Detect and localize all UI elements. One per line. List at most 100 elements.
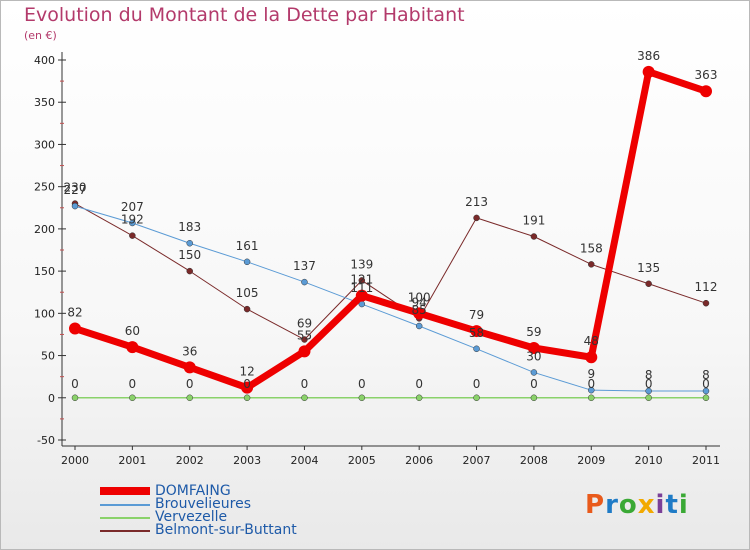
data-label: 0 [301, 377, 309, 391]
x-tick-label: 2002 [176, 454, 204, 467]
data-point [129, 232, 136, 239]
data-label: 112 [695, 280, 718, 294]
logo-letter: x [637, 490, 656, 520]
logo-letter: i [678, 490, 689, 520]
series-line-domfaing [71, 68, 710, 392]
data-label: 0 [587, 377, 595, 391]
data-point [301, 336, 308, 343]
legend-label: Brouvelieures [155, 496, 252, 512]
y-tick-label: 250 [34, 181, 55, 194]
data-label: 12 [239, 365, 254, 379]
data-label: 227 [64, 183, 87, 197]
data-label: 8 [702, 368, 710, 382]
y-tick-label: 350 [34, 96, 55, 109]
x-tick-label: 2007 [463, 454, 491, 467]
data-label: 0 [473, 377, 481, 391]
data-label: 137 [293, 259, 316, 273]
x-tick-label: 2006 [405, 454, 433, 467]
data-label: 363 [695, 68, 718, 82]
data-label: 161 [236, 239, 259, 253]
data-label: 0 [415, 377, 423, 391]
data-label: 183 [178, 220, 201, 234]
data-point [415, 322, 423, 330]
data-label: 36 [182, 344, 197, 358]
x-tick-label: 2010 [635, 454, 663, 467]
legend-swatch [100, 504, 150, 506]
legend-swatch [100, 530, 150, 532]
data-point [588, 394, 595, 402]
legend-swatch [100, 517, 150, 519]
data-label: 191 [522, 213, 545, 227]
data-point [588, 386, 595, 394]
y-tick-label: 50 [41, 350, 55, 363]
data-label: 0 [358, 377, 366, 391]
y-tick-label: 150 [34, 265, 55, 278]
data-label: 135 [637, 261, 660, 275]
legend-label: Belmont-sur-Buttant [155, 522, 297, 538]
legend-label: DOMFAING [155, 483, 231, 499]
data-point [301, 278, 308, 286]
x-tick-label: 2001 [118, 454, 146, 467]
data-point [71, 394, 79, 402]
data-label: 55 [297, 328, 312, 342]
data-point [585, 351, 598, 364]
y-tick-label: 100 [34, 307, 55, 320]
data-label: 0 [243, 377, 251, 391]
data-label: 0 [129, 377, 137, 391]
y-tick-label: 0 [48, 392, 55, 405]
logo-letter: P [585, 490, 606, 520]
x-tick-label: 2009 [577, 454, 605, 467]
data-label: 79 [469, 308, 484, 322]
data-label: 0 [645, 377, 653, 391]
data-label: 150 [178, 248, 201, 262]
data-label: 59 [526, 325, 541, 339]
logo-letter: r [605, 490, 619, 520]
x-tick-label: 2004 [290, 454, 318, 467]
legend: DOMFAING Brouvelieures Vervezelle Belmon… [100, 483, 360, 538]
chart-unit: (en €) [24, 29, 57, 42]
data-point [588, 261, 595, 268]
logo-letter: o [618, 490, 638, 520]
series-line-belmont-sur-buttant [74, 203, 707, 341]
data-point [530, 369, 538, 376]
data-label: 48 [584, 334, 599, 348]
data-point [69, 322, 81, 335]
data-label: 30 [526, 349, 541, 363]
data-point [243, 394, 251, 402]
data-point [358, 277, 366, 284]
data-label: 158 [580, 241, 603, 255]
legend-item-belmont: Belmont-sur-Buttant [100, 522, 360, 538]
legend-label: Vervezelle [155, 509, 228, 525]
data-label: 100 [408, 290, 431, 304]
series-line-brouvelieures [74, 205, 707, 392]
data-label: 0 [186, 377, 194, 391]
legend-swatch [100, 487, 150, 495]
data-point [241, 381, 254, 394]
data-point [642, 65, 655, 78]
data-label: 207 [121, 200, 144, 214]
data-point [645, 280, 652, 288]
data-point [186, 267, 193, 275]
data-label: 386 [637, 49, 660, 63]
y-tick-label: 300 [34, 138, 55, 151]
data-label: 0 [71, 377, 79, 391]
data-point [700, 85, 712, 98]
data-label: 85 [412, 303, 427, 317]
data-point [470, 325, 483, 338]
data-point [527, 341, 540, 354]
data-point [355, 289, 368, 302]
data-point [530, 233, 538, 240]
data-point [645, 394, 652, 402]
legend-item-brouvelieures: Brouvelieures [100, 496, 360, 512]
y-tick-label: 200 [34, 223, 55, 236]
logo-letter: t [665, 490, 679, 520]
data-label: 230 [64, 181, 87, 195]
data-point [186, 239, 193, 247]
x-tick-label: 2000 [61, 454, 89, 467]
data-label: 213 [465, 195, 488, 209]
y-tick-label: -50 [37, 434, 55, 447]
data-point [530, 394, 538, 402]
data-label: 192 [121, 213, 144, 227]
